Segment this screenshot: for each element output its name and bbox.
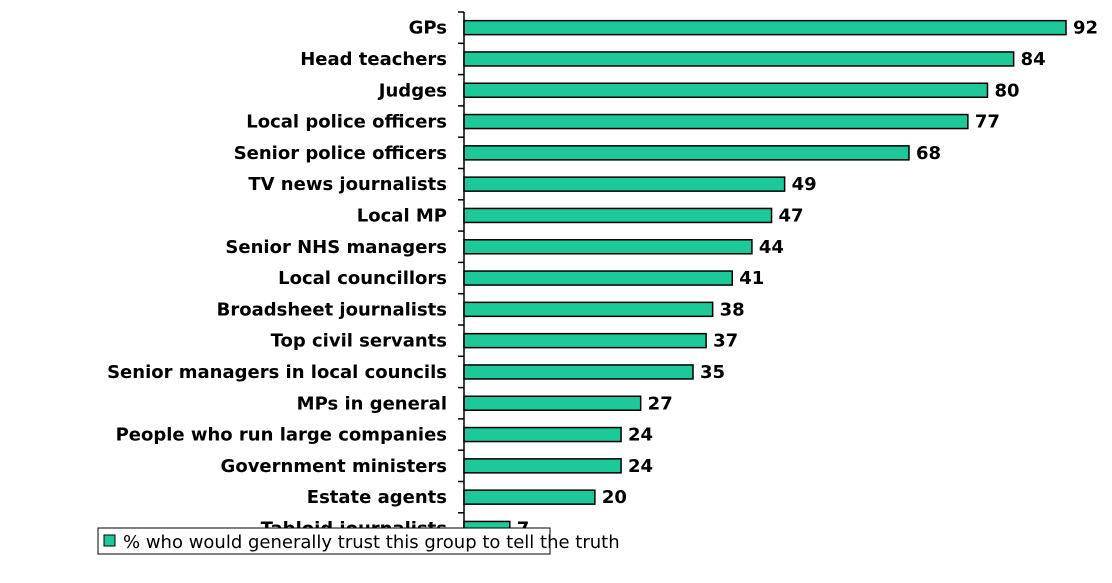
- value-label: 47: [779, 205, 804, 226]
- category-label: Judges: [377, 80, 447, 101]
- bar: [463, 207, 773, 224]
- value-label: 41: [739, 268, 764, 289]
- category-label: Local councillors: [278, 268, 447, 289]
- value-label: 37: [713, 331, 738, 352]
- legend: % who would generally trust this group t…: [97, 527, 620, 555]
- bar: [463, 176, 786, 192]
- category-label: Broadsheet journalists: [217, 299, 447, 320]
- legend-swatch: [103, 534, 116, 547]
- value-label: 49: [792, 174, 817, 195]
- bar: [463, 113, 969, 130]
- value-label: 77: [975, 112, 1000, 133]
- category-label: Top civil servants: [271, 331, 447, 352]
- value-label: 24: [628, 456, 653, 477]
- legend-label: % who would generally trust this group t…: [123, 532, 620, 553]
- category-label: People who run large companies: [116, 425, 447, 446]
- category-label: Senior police officers: [234, 143, 447, 164]
- bar: [463, 489, 596, 505]
- bar: [463, 395, 642, 411]
- bars: [463, 19, 1067, 537]
- category-label: Estate agents: [307, 487, 447, 508]
- value-label: 35: [700, 362, 725, 383]
- value-label: 84: [1021, 49, 1046, 70]
- bar: [463, 82, 989, 98]
- bar: [463, 19, 1067, 36]
- category-labels: GPs Head teachers Judges Local police offic…: [107, 18, 447, 540]
- bar: [463, 270, 734, 286]
- category-label: Government ministers: [221, 456, 447, 477]
- axis-ticks: [458, 11, 464, 545]
- category-label: Local police officers: [246, 112, 447, 133]
- category-label: TV news journalists: [248, 174, 447, 195]
- legend-frame: [97, 527, 551, 555]
- bar: [463, 364, 694, 380]
- bar: [463, 51, 1015, 67]
- value-label: 92: [1073, 18, 1098, 39]
- category-label: GPs: [409, 18, 447, 39]
- value-label: 20: [602, 487, 627, 508]
- value-label: 38: [720, 299, 745, 320]
- category-label: Senior NHS managers: [225, 237, 447, 258]
- value-label: 44: [759, 237, 784, 258]
- value-label: 80: [994, 80, 1019, 101]
- value-label: 68: [916, 143, 941, 164]
- bar: [463, 426, 622, 443]
- bar: [463, 145, 910, 161]
- category-label: Senior managers in local councils: [107, 362, 447, 383]
- category-label: MPs in general: [297, 393, 447, 414]
- bar: [463, 332, 707, 349]
- category-label: Local MP: [357, 205, 447, 226]
- bar: [463, 239, 753, 255]
- value-labels: 928480776849474441383735272424207: [517, 18, 1098, 540]
- value-label: 27: [648, 393, 673, 414]
- category-label: Head teachers: [300, 49, 447, 70]
- bar: [463, 458, 622, 474]
- bar: [463, 301, 714, 318]
- value-label: 24: [628, 425, 653, 446]
